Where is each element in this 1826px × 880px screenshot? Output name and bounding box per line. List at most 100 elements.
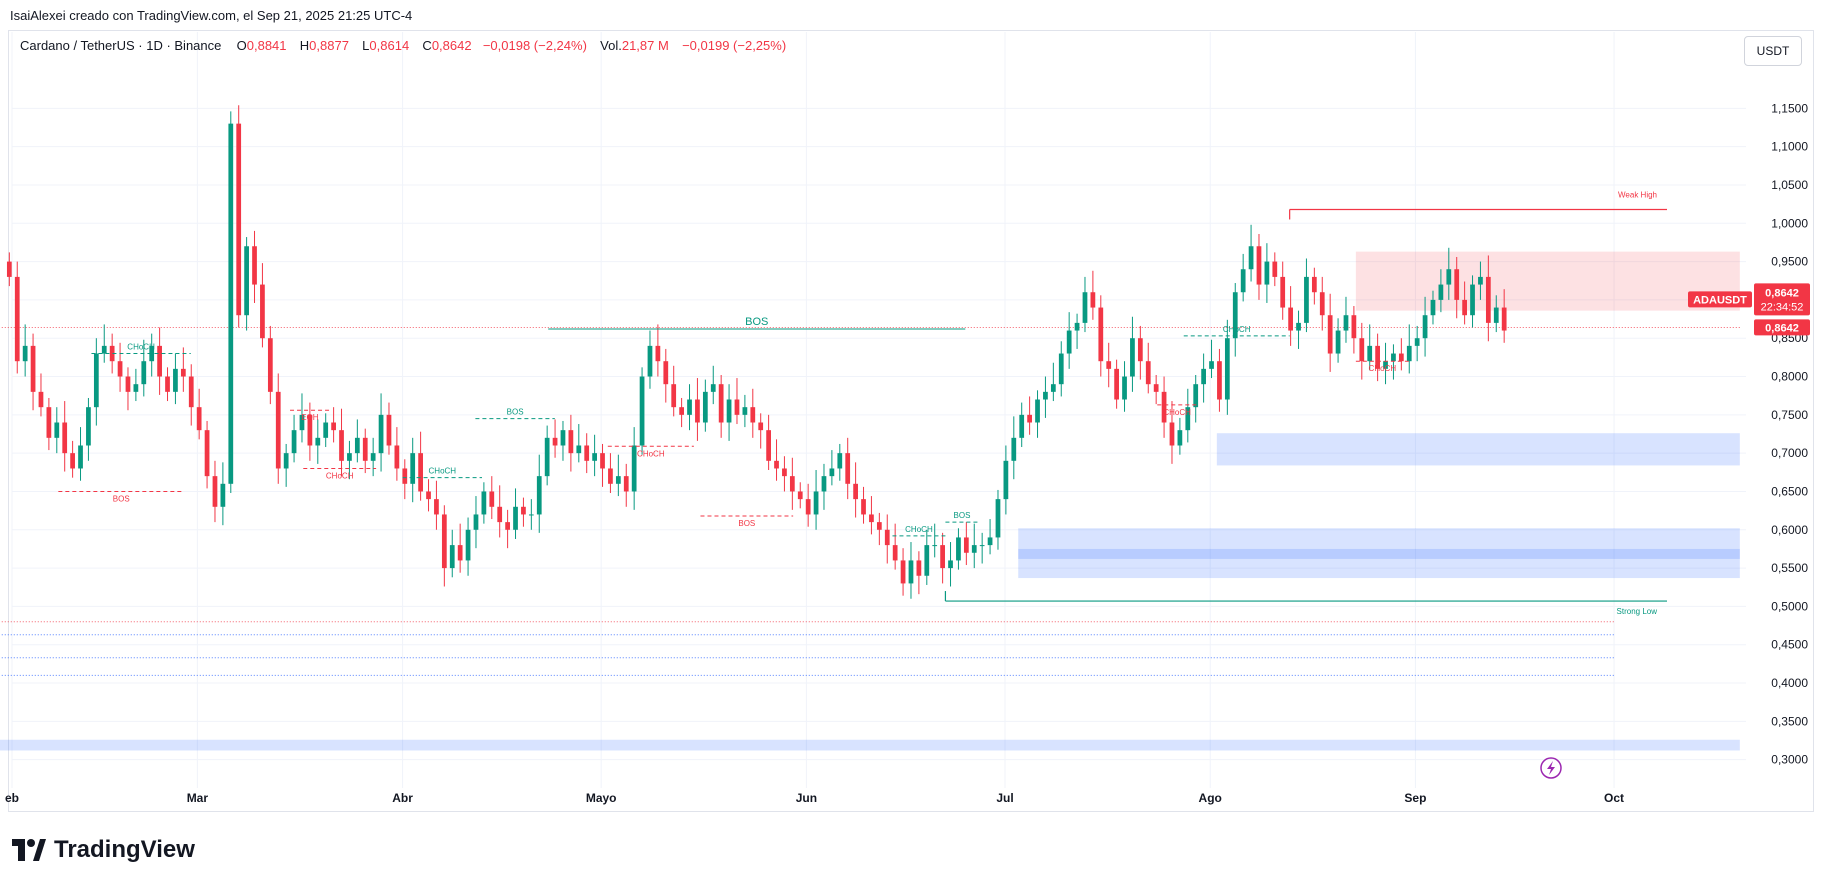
candle [1343, 315, 1349, 331]
candle [354, 437, 360, 454]
candle [695, 399, 700, 423]
y-tick-label: 1,1500 [1771, 101, 1808, 115]
candle [1438, 284, 1444, 300]
structure-label: EQH [301, 413, 319, 422]
candle [1406, 345, 1412, 362]
open-label: O [236, 38, 247, 53]
change-value: −0,0198 (−2,24%) [482, 38, 587, 53]
candle [101, 345, 107, 354]
candle [1011, 437, 1017, 461]
chart-caption: IsaiAlexei creado con TradingView.com, e… [10, 8, 413, 23]
candle [212, 476, 218, 507]
candle [1446, 269, 1452, 285]
candle [117, 361, 123, 377]
candle [544, 437, 550, 477]
y-tick-label: 0,7500 [1771, 408, 1808, 422]
candle [307, 414, 313, 446]
open-value: 0,8841 [246, 38, 287, 53]
y-tick-label: 0,3000 [1771, 753, 1808, 767]
candle [1019, 414, 1025, 438]
x-tick-label: Ago [1199, 791, 1222, 805]
candle [489, 491, 495, 507]
candle [710, 384, 716, 392]
candle [584, 445, 590, 461]
candle [1478, 276, 1483, 285]
candle [1224, 338, 1230, 400]
candle [647, 345, 653, 377]
x-tick-label: Oct [1604, 791, 1624, 805]
volume-label: Vol. [600, 38, 622, 53]
y-tick-label: 1,0000 [1771, 216, 1808, 230]
x-tick-label: eb [5, 791, 19, 805]
candle [1074, 322, 1080, 331]
candle [1256, 246, 1262, 285]
strong-low-label: Strong Low [1617, 607, 1658, 616]
candle [1304, 276, 1309, 323]
candle [1383, 361, 1388, 369]
candle [1414, 338, 1420, 346]
candle [505, 522, 510, 530]
candle [1122, 376, 1127, 400]
candle [331, 422, 336, 431]
candle [560, 430, 566, 446]
candle [1264, 261, 1270, 285]
candle [188, 376, 194, 408]
candle [702, 391, 708, 423]
y-tick-label: 0,5500 [1771, 561, 1808, 575]
candle [884, 529, 890, 546]
demand-zone [1216, 433, 1740, 466]
y-tick-label: 1,1000 [1771, 140, 1808, 154]
candle [821, 476, 827, 492]
x-tick-label: Jul [996, 791, 1013, 805]
weak-high-label: Weak High [1618, 190, 1657, 199]
candle [1485, 276, 1491, 323]
candle [1193, 384, 1199, 408]
candle [932, 545, 938, 547]
candle [157, 345, 162, 377]
candle [528, 514, 534, 516]
candle [426, 491, 431, 500]
y-tick-label: 0,8000 [1771, 370, 1808, 384]
candle [1311, 276, 1317, 293]
candle [1367, 345, 1373, 362]
candle [1185, 407, 1191, 431]
candle [165, 376, 170, 392]
candle [260, 284, 265, 339]
candle [892, 545, 898, 561]
candle [1351, 315, 1357, 339]
currency-button[interactable]: USDT [1744, 36, 1802, 66]
candle [861, 499, 866, 515]
candle [758, 422, 764, 431]
candle [987, 537, 993, 546]
candle [1209, 361, 1214, 369]
structure-label: BOS [507, 408, 524, 417]
candle [70, 453, 75, 469]
price-line-label: 0,8642 [1765, 322, 1799, 334]
candle [837, 453, 843, 469]
lightning-icon[interactable] [1540, 757, 1562, 779]
candle [623, 476, 629, 492]
candle [971, 545, 977, 553]
candle [766, 430, 771, 461]
structure-label: CHoCH [637, 449, 665, 458]
candle [449, 545, 455, 569]
candle [62, 422, 68, 454]
candle [568, 430, 574, 454]
symbol-name[interactable]: Cardano / TetherUS · 1D · Binance [20, 38, 222, 53]
structure-label: CHoCH [905, 525, 933, 534]
last-price-label: 0,8642 [1765, 287, 1799, 299]
candle [362, 437, 368, 461]
candle [196, 407, 202, 431]
tradingview-logo-icon [12, 839, 46, 861]
demand-zone [0, 739, 1740, 751]
chart-frame [8, 30, 1814, 812]
candle [1201, 368, 1206, 385]
y-tick-label: 0,6500 [1771, 484, 1808, 498]
candle [1106, 361, 1112, 369]
candle [1470, 284, 1475, 316]
candle [1296, 322, 1301, 331]
candle [1177, 430, 1183, 446]
close-label: C [422, 38, 432, 53]
candle [948, 560, 953, 569]
